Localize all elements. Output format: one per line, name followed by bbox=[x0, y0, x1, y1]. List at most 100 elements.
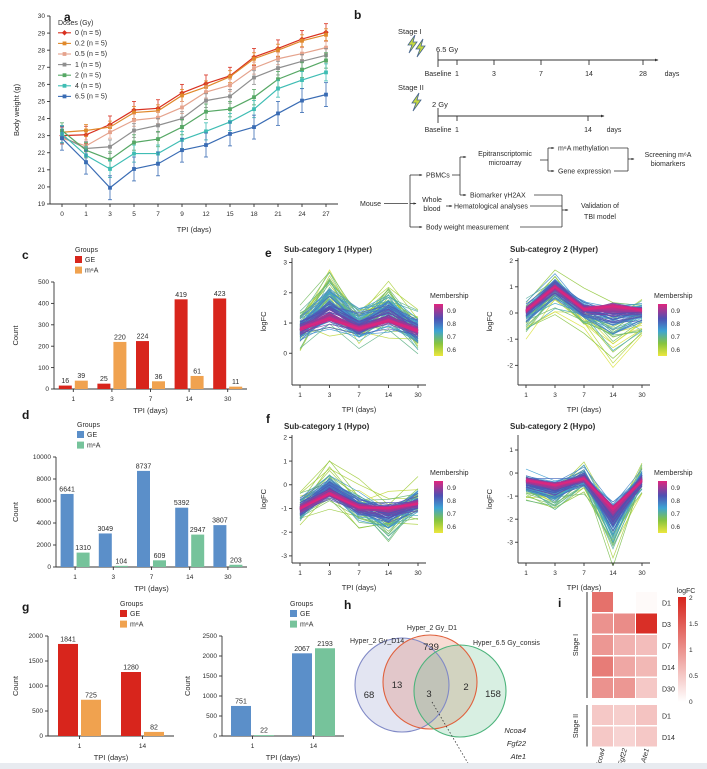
svg-text:3: 3 bbox=[328, 392, 332, 399]
svg-text:days: days bbox=[665, 71, 680, 78]
bar-GE bbox=[136, 341, 149, 389]
svg-text:GE: GE bbox=[87, 432, 97, 439]
svg-text:25: 25 bbox=[100, 376, 108, 383]
svg-text:0.9: 0.9 bbox=[447, 308, 456, 315]
svg-text:GE: GE bbox=[300, 611, 310, 618]
svg-text:0: 0 bbox=[689, 699, 693, 706]
axes: 19 20 21 22 23 24 25 26 27 28 29 30 0 1 3 5 7 9 12 15 18 21 24… bbox=[12, 13, 338, 234]
irradiation-bolt-icon bbox=[415, 38, 426, 58]
svg-text:158: 158 bbox=[485, 689, 501, 700]
svg-text:TPI (days): TPI (days) bbox=[342, 583, 377, 592]
svg-text:Stage I: Stage I bbox=[573, 634, 580, 656]
svg-text:14: 14 bbox=[609, 570, 617, 577]
svg-text:Ate1: Ate1 bbox=[640, 748, 651, 765]
svg-text:-3: -3 bbox=[507, 539, 513, 546]
svg-text:11: 11 bbox=[232, 379, 239, 386]
svg-text:7: 7 bbox=[539, 71, 543, 78]
svg-text:Membership: Membership bbox=[430, 470, 469, 477]
svg-text:days: days bbox=[607, 127, 622, 134]
bar-GE bbox=[121, 672, 141, 736]
panel-label-i: i bbox=[558, 596, 562, 610]
svg-text:7: 7 bbox=[149, 396, 153, 403]
axes: -3 -2 -1 0 1 1 3 7 14 30 TPI (days) logFC bbox=[485, 435, 650, 592]
bar-m⁶A bbox=[114, 565, 128, 567]
svg-text:1000: 1000 bbox=[203, 693, 218, 700]
svg-text:21: 21 bbox=[274, 211, 282, 218]
svg-text:14: 14 bbox=[385, 392, 393, 399]
svg-text:3: 3 bbox=[426, 689, 431, 700]
svg-text:0.8: 0.8 bbox=[671, 498, 680, 505]
svg-text:3: 3 bbox=[328, 570, 332, 577]
svg-text:0.9: 0.9 bbox=[671, 308, 680, 315]
svg-text:1: 1 bbox=[509, 447, 513, 454]
svg-text:Groups: Groups bbox=[120, 601, 143, 608]
svg-text:0.2 (n = 5): 0.2 (n = 5) bbox=[75, 41, 107, 48]
svg-text:14: 14 bbox=[310, 743, 318, 750]
svg-text:TPI (days): TPI (days) bbox=[266, 753, 301, 762]
svg-text:30: 30 bbox=[224, 396, 232, 403]
svg-text:0 (n = 5): 0 (n = 5) bbox=[75, 30, 101, 37]
svg-text:2000: 2000 bbox=[203, 653, 218, 660]
svg-text:7: 7 bbox=[156, 211, 160, 218]
svg-text:Validation of: Validation of bbox=[581, 203, 619, 210]
svg-text:1: 1 bbox=[524, 570, 528, 577]
axes: 0 2000 4000 6000 8000 10000 1 3 7 14 30 TPI (days) C… bbox=[11, 454, 247, 593]
svg-text:20: 20 bbox=[38, 184, 46, 191]
bar-GE bbox=[213, 525, 227, 567]
svg-text:Hyper_2 Gy_D14: Hyper_2 Gy_D14 bbox=[350, 638, 404, 645]
svg-text:1000: 1000 bbox=[29, 683, 44, 690]
svg-text:Sub-category 1 (Hyper): Sub-category 1 (Hyper) bbox=[284, 245, 372, 254]
svg-text:Sub-category 1 (Hypo): Sub-category 1 (Hypo) bbox=[284, 422, 370, 431]
svg-text:1280: 1280 bbox=[123, 665, 139, 672]
svg-text:29: 29 bbox=[38, 30, 46, 37]
svg-text:3: 3 bbox=[553, 570, 557, 577]
stage2-timeline: Stage II 2 Gy Baseline 1 14 days bbox=[398, 83, 622, 134]
bar-GE bbox=[58, 385, 72, 389]
svg-text:200: 200 bbox=[38, 343, 49, 350]
legend: Groups GE m⁶A bbox=[290, 601, 314, 629]
svg-text:39: 39 bbox=[77, 373, 85, 380]
svg-text:0.9: 0.9 bbox=[671, 485, 680, 492]
svg-text:Whole: Whole bbox=[422, 197, 442, 204]
svg-text:3: 3 bbox=[283, 260, 287, 267]
svg-text:203: 203 bbox=[230, 557, 242, 564]
svg-text:0.6: 0.6 bbox=[671, 524, 680, 531]
bar-GE bbox=[213, 298, 227, 389]
svg-text:D3: D3 bbox=[662, 622, 671, 629]
svg-text:0.5: 0.5 bbox=[689, 673, 698, 680]
series-4 bbox=[60, 63, 328, 178]
svg-text:1: 1 bbox=[283, 320, 287, 327]
panel-a-body-weight-chart: 19 20 21 22 23 24 25 26 27 28 29 30 0 1 3 5 7 9 12 15 18 21 24… bbox=[12, 13, 338, 234]
svg-text:m⁶A: m⁶A bbox=[130, 622, 144, 629]
svg-text:751: 751 bbox=[235, 698, 247, 705]
panel-label-e: e bbox=[265, 246, 272, 260]
cluster-lines bbox=[525, 269, 643, 369]
svg-text:22: 22 bbox=[260, 728, 268, 735]
svg-text:0.6: 0.6 bbox=[671, 347, 680, 354]
heatmap-cell bbox=[636, 613, 657, 634]
heatmap-cell bbox=[614, 678, 635, 698]
svg-text:0: 0 bbox=[283, 350, 287, 357]
svg-text:-2: -2 bbox=[507, 516, 513, 523]
svg-text:10000: 10000 bbox=[33, 454, 51, 461]
svg-text:D7: D7 bbox=[662, 644, 671, 651]
bar-m⁶A bbox=[144, 731, 164, 736]
svg-text:1841: 1841 bbox=[60, 636, 76, 643]
svg-text:0.7: 0.7 bbox=[671, 334, 680, 341]
svg-text:8000: 8000 bbox=[37, 476, 52, 483]
svg-text:28: 28 bbox=[639, 71, 647, 78]
svg-text:104: 104 bbox=[115, 558, 127, 565]
legend: Groups GE m⁶A bbox=[75, 247, 99, 275]
svg-text:Count: Count bbox=[11, 675, 20, 696]
svg-text:1500: 1500 bbox=[203, 673, 218, 680]
svg-text:-1: -1 bbox=[281, 506, 287, 513]
venn-circle-3 bbox=[413, 644, 507, 738]
bar-m⁶A bbox=[81, 699, 101, 736]
svg-text:1: 1 bbox=[71, 396, 75, 403]
svg-text:1500: 1500 bbox=[29, 658, 44, 665]
irradiation-bolt-icon bbox=[407, 34, 418, 54]
svg-text:19: 19 bbox=[38, 201, 46, 208]
venn-circle-1 bbox=[354, 637, 450, 733]
svg-text:0.6: 0.6 bbox=[447, 347, 456, 354]
